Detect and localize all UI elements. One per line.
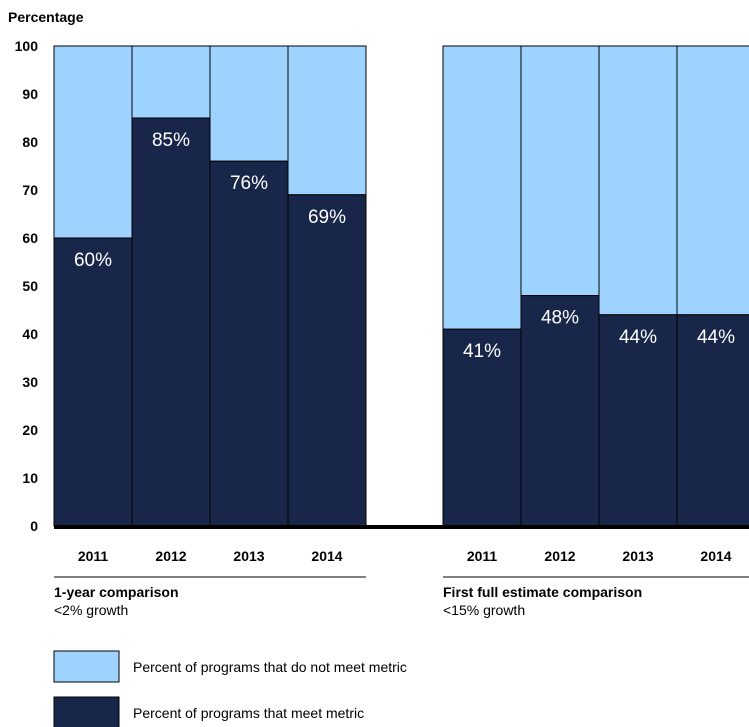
bar-meet-2012	[131, 117, 211, 527]
data-label: 48%	[541, 308, 579, 329]
y-tick-label: 70	[22, 182, 38, 198]
bar-not-meet-2012	[520, 45, 600, 297]
y-tick-label: 10	[22, 470, 38, 486]
bar-not-meet-2011	[442, 45, 522, 330]
data-label: 69%	[308, 207, 346, 228]
data-label: 44%	[619, 327, 657, 348]
bar-meet-2012	[520, 295, 600, 527]
y-tick-label: 80	[22, 134, 38, 150]
y-tick-label: 40	[22, 326, 38, 342]
group-title: 1-year comparison	[54, 584, 179, 600]
y-tick-label: 50	[22, 278, 38, 294]
x-axis: 2011 2012 2013 2014 2011 2012 2013 2014	[78, 548, 732, 564]
x-tick-label: 2013	[233, 548, 264, 564]
legend-swatch	[53, 650, 120, 683]
group-captions: 1-year comparison <2% growth First full es…	[54, 576, 749, 618]
legend-label: Percent of programs that do not meet met…	[133, 659, 407, 675]
y-axis-label: Percentage	[8, 9, 84, 25]
bar-meet-2013	[209, 160, 289, 527]
bar-meet-2011	[53, 237, 133, 527]
x-tick-label: 2011	[78, 548, 109, 564]
x-tick-label: 2014	[700, 548, 731, 564]
legend-swatch	[53, 696, 120, 727]
x-tick-label: 2013	[622, 548, 653, 564]
y-tick-label: 0	[30, 518, 38, 534]
bar-meet-2013	[598, 314, 678, 527]
bar-not-meet-2011	[53, 45, 133, 239]
bar-not-meet-2014	[676, 45, 749, 316]
data-label: 85%	[152, 130, 190, 151]
bar-meet-2014	[287, 194, 367, 527]
y-tick-label: 20	[22, 422, 38, 438]
data-label: 76%	[230, 173, 268, 194]
bar-not-meet-2014	[287, 45, 367, 196]
group-subtitle: <15% growth	[443, 602, 525, 618]
x-tick-label: 2014	[311, 548, 342, 564]
x-tick-label: 2011	[467, 548, 498, 564]
bar-not-meet-2013	[598, 45, 678, 316]
bar-not-meet-2012	[131, 45, 211, 119]
bars: 60% 85% 76% 69% 41% 48% 44% 44%	[53, 45, 749, 529]
x-tick-label: 2012	[155, 548, 186, 564]
data-label: 60%	[74, 250, 112, 271]
bar-not-meet-2013	[209, 45, 289, 162]
y-axis: 0 10 20 30 40 50 60 70 80 90 100	[15, 38, 39, 534]
y-tick-label: 90	[22, 86, 38, 102]
y-tick-label: 100	[15, 38, 39, 54]
y-tick-label: 60	[22, 230, 38, 246]
group-title: First full estimate comparison	[443, 584, 642, 600]
y-tick-label: 30	[22, 374, 38, 390]
legend-label: Percent of programs that meet metric	[133, 705, 364, 721]
bar-meet-2011	[442, 328, 522, 527]
group-subtitle: <2% growth	[54, 602, 128, 618]
data-label: 41%	[463, 341, 501, 362]
legend: Percent of programs that do not meet met…	[53, 650, 407, 727]
x-tick-label: 2012	[544, 548, 575, 564]
data-label: 44%	[697, 327, 735, 348]
